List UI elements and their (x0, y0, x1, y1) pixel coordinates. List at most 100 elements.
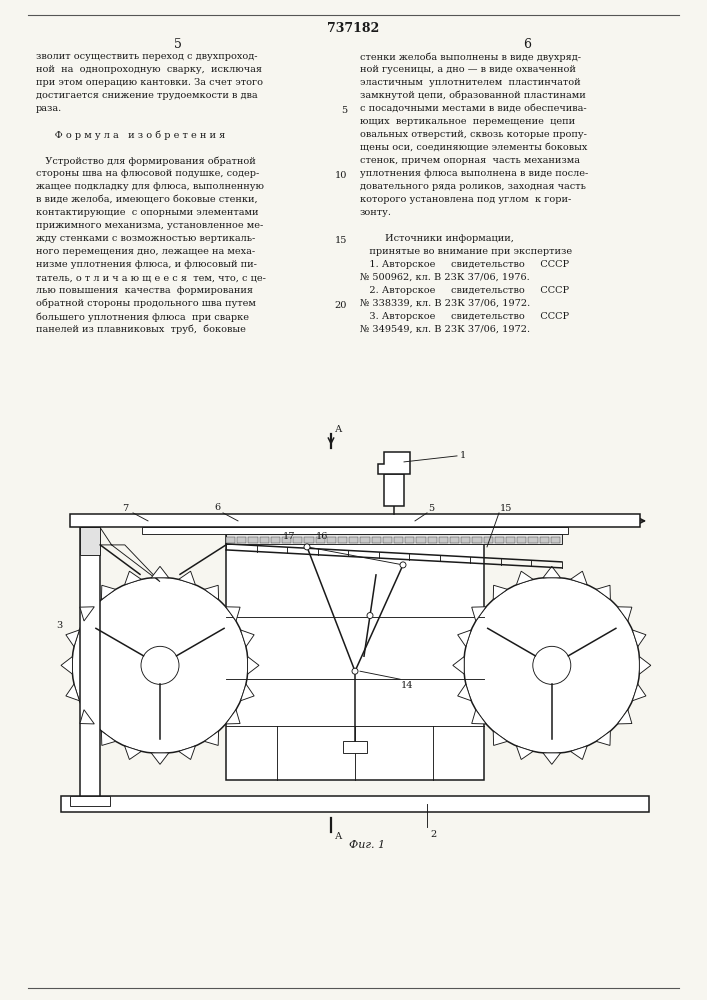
Bar (394, 537, 403, 543)
Text: 3. Авторское     свидетельство     СССР: 3. Авторское свидетельство СССР (360, 312, 569, 321)
Text: А: А (335, 832, 342, 841)
Text: 17: 17 (283, 532, 295, 541)
Bar (472, 537, 481, 543)
Circle shape (304, 544, 310, 550)
Text: принятые во внимание при экспертизе: принятые во внимание при экспертизе (360, 247, 572, 256)
Text: татель, о т л и ч а ю щ е е с я  тем, что, с це-: татель, о т л и ч а ю щ е е с я тем, что… (36, 273, 266, 282)
Polygon shape (226, 710, 240, 724)
Text: обратной стороны продольного шва путем: обратной стороны продольного шва путем (36, 299, 256, 308)
Polygon shape (457, 630, 472, 647)
Bar (338, 537, 347, 543)
Bar (372, 537, 381, 543)
Text: Фиг. 1: Фиг. 1 (349, 840, 385, 850)
Bar (70, 796, 110, 806)
Text: щены оси, соединяющие элементы боковых: щены оси, соединяющие элементы боковых (360, 143, 588, 152)
Text: уплотнения флюса выполнена в виде после-: уплотнения флюса выполнена в виде после- (360, 169, 588, 178)
Polygon shape (80, 607, 94, 621)
Polygon shape (493, 585, 508, 600)
Text: которого установлена под углом  к гори-: которого установлена под углом к гори- (360, 195, 571, 204)
Text: 20: 20 (334, 301, 347, 310)
Text: при этом операцию кантовки. За счет этого: при этом операцию кантовки. За счет этог… (36, 78, 263, 87)
Text: эластичным  уплотнителем  пластинчатой: эластичным уплотнителем пластинчатой (360, 78, 580, 87)
Text: прижимного механизма, установленное ме-: прижимного механизма, установленное ме- (36, 221, 263, 230)
Text: довательного ряда роликов, заходная часть: довательного ряда роликов, заходная част… (360, 182, 586, 191)
Polygon shape (179, 571, 195, 585)
Polygon shape (596, 585, 610, 600)
Bar (80, 527, 100, 555)
Bar (450, 537, 459, 543)
Bar (226, 537, 235, 543)
Polygon shape (101, 585, 116, 600)
Text: 1: 1 (460, 451, 466, 460)
Text: в виде желоба, имеющего боковые стенки,: в виде желоба, имеющего боковые стенки, (36, 195, 257, 204)
Polygon shape (571, 571, 588, 585)
Polygon shape (226, 607, 240, 621)
Text: ной  на  однопроходную  сварку,  исключая: ной на однопроходную сварку, исключая (36, 65, 262, 74)
Circle shape (464, 577, 640, 753)
Polygon shape (617, 607, 632, 621)
Polygon shape (151, 566, 169, 578)
Polygon shape (472, 607, 486, 621)
Bar (238, 537, 246, 543)
Circle shape (367, 613, 373, 619)
Polygon shape (543, 753, 561, 764)
Text: Устройство для формирования обратной: Устройство для формирования обратной (36, 156, 256, 165)
Polygon shape (204, 731, 218, 745)
Bar (528, 537, 537, 543)
Polygon shape (66, 684, 79, 701)
Text: зволит осуществить переход с двухпроход-: зволит осуществить переход с двухпроход- (36, 52, 257, 61)
Text: ющих  вертикальное  перемещение  цепи: ющих вертикальное перемещение цепи (360, 117, 575, 126)
Polygon shape (66, 630, 79, 647)
Text: 3: 3 (56, 621, 62, 630)
Circle shape (352, 668, 358, 674)
Text: 737182: 737182 (327, 22, 379, 35)
Polygon shape (151, 753, 169, 764)
Polygon shape (61, 657, 72, 674)
Bar (349, 537, 358, 543)
Circle shape (72, 577, 248, 753)
Text: 7: 7 (122, 504, 129, 513)
Text: 15: 15 (500, 504, 513, 513)
Bar (461, 537, 470, 543)
Bar (384, 474, 404, 506)
Bar (539, 537, 549, 543)
Text: 15: 15 (334, 236, 347, 245)
Bar (80, 527, 100, 796)
Text: большего уплотнения флюса  при сварке: большего уплотнения флюса при сварке (36, 312, 249, 322)
Text: Источники информации,: Источники информации, (360, 234, 514, 243)
Polygon shape (240, 630, 254, 647)
Polygon shape (124, 571, 141, 585)
Bar (518, 537, 527, 543)
Text: с посадочными местами в виде обеспечива-: с посадочными местами в виде обеспечива- (360, 104, 587, 113)
Text: 2. Авторское     свидетельство     СССР: 2. Авторское свидетельство СССР (360, 286, 569, 295)
Text: ного перемещения дно, лежащее на меха-: ного перемещения дно, лежащее на меха- (36, 247, 255, 256)
Text: панелей из плавниковых  труб,  боковые: панелей из плавниковых труб, боковые (36, 325, 246, 334)
Polygon shape (452, 657, 464, 674)
Text: № 349549, кл. В 23К 37/06, 1972.: № 349549, кл. В 23К 37/06, 1972. (360, 325, 530, 334)
Circle shape (141, 646, 179, 684)
Polygon shape (247, 657, 259, 674)
Text: раза.: раза. (36, 104, 62, 113)
Polygon shape (543, 566, 561, 578)
Bar (382, 537, 392, 543)
Polygon shape (124, 746, 141, 760)
Text: овальных отверстий, сквозь которые пропу-: овальных отверстий, сквозь которые пропу… (360, 130, 587, 139)
Polygon shape (457, 684, 472, 701)
Polygon shape (632, 684, 646, 701)
Polygon shape (632, 630, 646, 647)
Bar (361, 537, 370, 543)
Bar (248, 537, 257, 543)
Text: 14: 14 (401, 681, 414, 690)
Bar (428, 537, 437, 543)
Bar (343, 741, 367, 753)
Bar (61, 796, 649, 812)
Bar (484, 537, 493, 543)
Text: низме уплотнения флюса, и флюсовый пи-: низме уплотнения флюса, и флюсовый пи- (36, 260, 257, 269)
Text: жащее подкладку для флюса, выполненную: жащее подкладку для флюса, выполненную (36, 182, 264, 191)
Text: Ф о р м у л а   и з о б р е т е н и я: Ф о р м у л а и з о б р е т е н и я (36, 130, 226, 139)
Text: стенок, причем опорная  часть механизма: стенок, причем опорная часть механизма (360, 156, 580, 165)
Text: 6: 6 (523, 38, 531, 51)
Polygon shape (516, 746, 533, 760)
Text: 16: 16 (316, 532, 328, 541)
Text: стенки желоба выполнены в виде двухряд-: стенки желоба выполнены в виде двухряд- (360, 52, 581, 62)
